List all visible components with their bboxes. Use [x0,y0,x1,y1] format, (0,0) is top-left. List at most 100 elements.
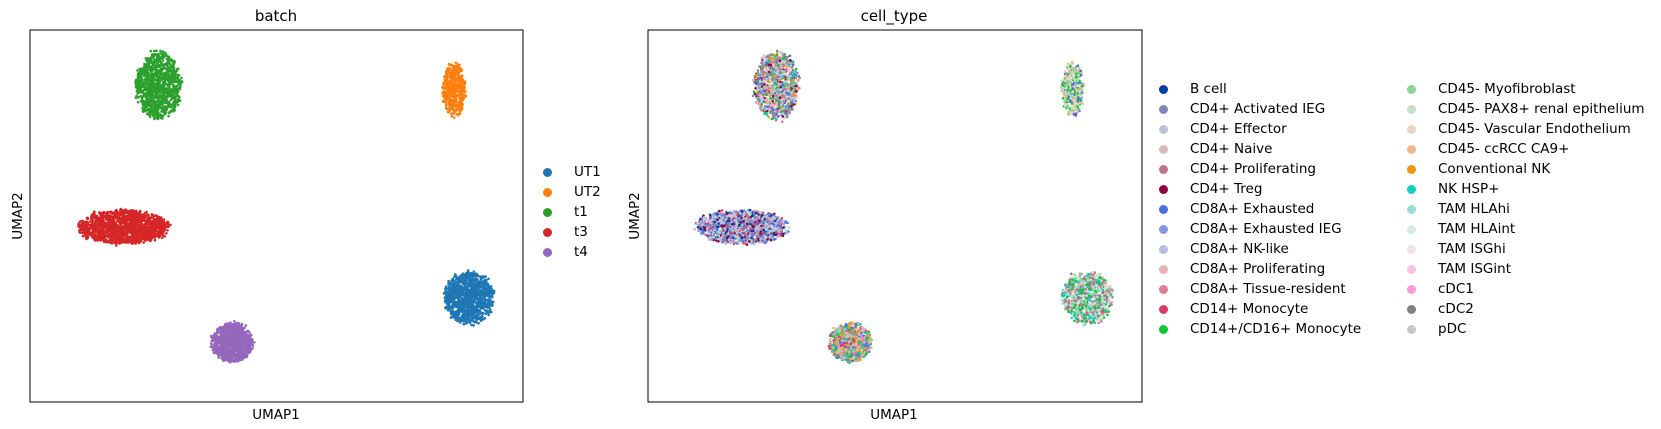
data-point [157,55,161,59]
data-point [222,325,226,328]
data-point [158,113,161,117]
data-point [469,284,473,288]
data-point [148,218,151,221]
data-point [154,88,157,91]
data-point [120,229,123,232]
data-point [156,91,160,94]
data-point [77,223,81,227]
data-point [167,102,171,106]
data-point [135,80,138,83]
data-point [172,83,175,87]
data-point [456,64,459,67]
data-point [153,49,156,53]
data-point [153,227,156,231]
data-point [175,80,179,83]
data-point [139,229,142,232]
data-point [158,86,162,90]
data-point [147,231,150,235]
data-point [124,227,128,231]
data-point [99,216,103,220]
data-point [448,89,451,93]
data-point [138,226,141,229]
data-point [476,278,479,281]
data-point [104,239,108,243]
data-point [487,313,491,317]
data-point [471,317,475,320]
data-point [450,85,454,88]
data-point [453,69,456,73]
data-point [144,236,147,240]
batch-points-layer [77,49,496,364]
data-point [154,73,158,77]
data-point [136,72,140,75]
data-point [136,217,139,220]
data-point [120,241,123,244]
data-point [484,299,487,303]
data-point [447,101,451,105]
data-point [452,303,456,307]
data-point [460,308,464,312]
data-point [115,212,118,215]
data-point [135,95,139,98]
data-point [456,288,460,291]
data-point [145,210,148,214]
data-point [463,314,467,318]
data-point [469,277,473,280]
data-point [242,331,246,334]
data-point [225,354,229,358]
data-point [216,331,220,335]
data-point [136,92,139,95]
data-point [111,216,115,220]
data-point [116,234,119,237]
data-point [484,293,487,297]
data-point [156,59,159,63]
data-point [146,97,149,100]
data-point [449,292,452,296]
data-point [172,79,175,83]
data-point [122,213,125,217]
data-point [446,292,450,295]
data-point [459,101,462,104]
data-point [463,317,467,321]
data-point [444,104,448,107]
data-point [127,241,130,244]
data-point [237,322,240,326]
data-point [161,226,165,230]
data-point [487,299,491,303]
data-point [481,312,485,316]
data-point [89,225,92,229]
data-point [462,286,465,290]
data-point [472,320,476,323]
data-point [169,223,172,227]
data-point [469,303,473,307]
data-point [133,220,136,224]
data-point [139,234,142,238]
data-point [480,300,484,303]
data-point [474,306,478,309]
data-point [164,224,167,227]
data-point [209,345,213,349]
data-point [456,300,460,304]
data-point [146,236,150,240]
data-point [147,61,151,65]
data-point [447,66,451,70]
data-point [156,107,159,110]
data-point [117,220,121,223]
data-point [158,74,161,77]
data-point [135,228,138,232]
data-point [467,301,471,304]
data-point [449,310,452,313]
data-point [462,322,466,326]
data-point [445,69,448,73]
data-point [472,278,475,282]
data-point [143,82,147,85]
data-point [117,229,121,233]
data-point [139,214,142,217]
data-point [167,225,170,229]
data-point [466,277,469,280]
data-point [473,283,477,287]
data-point [466,304,470,308]
data-point [153,57,156,61]
data-point [248,344,252,347]
data-point [251,344,255,347]
